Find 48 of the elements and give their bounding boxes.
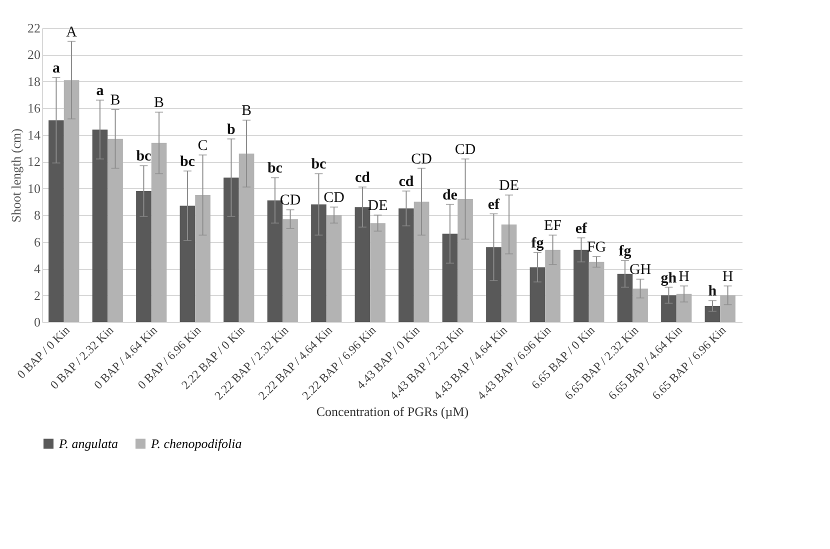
annotation: ef — [575, 220, 588, 237]
annotation: FG — [586, 240, 606, 256]
annotation: H — [678, 268, 690, 285]
annotation: bc — [180, 154, 196, 170]
annotation: GH — [629, 262, 652, 278]
y-tick-label: 10 — [28, 180, 40, 196]
annotation: CD — [411, 151, 432, 168]
y-tick-label: 8 — [34, 208, 40, 223]
annotation: fg — [618, 244, 632, 260]
y-tick-label: 20 — [28, 47, 40, 62]
annotation: cd — [398, 174, 414, 190]
annotation: CD — [280, 192, 301, 209]
annotation: DE — [499, 178, 520, 194]
y-axis-title: Shoot length (cm) — [8, 128, 24, 222]
annotation: bc — [311, 156, 327, 173]
annotation: cd — [354, 170, 371, 186]
annotation: B — [242, 103, 252, 120]
x-axis-title: Concentration of PGRs (µM) — [316, 404, 469, 420]
y-tick-label: 16 — [28, 100, 41, 116]
annotation: C — [198, 138, 208, 154]
annotation: A — [66, 24, 78, 40]
legend-label: P. angulata — [58, 436, 118, 451]
annotation: H — [722, 268, 734, 285]
annotation: bc — [136, 148, 152, 165]
y-tick-label: 0 — [34, 314, 40, 330]
annotation: CD — [454, 142, 476, 158]
y-tick-label: 12 — [28, 154, 40, 170]
annotation: EF — [544, 218, 562, 234]
y-tick-label: 6 — [34, 234, 41, 250]
y-tick-label: 22 — [28, 20, 40, 36]
annotation: gh — [660, 270, 678, 286]
annotation: B — [110, 92, 120, 109]
annotation: de — [442, 187, 458, 204]
annotation: fg — [531, 236, 544, 252]
legend-label: P. chenopodifolia — [150, 436, 242, 451]
annotation: b — [227, 122, 236, 138]
y-tick-label: 4 — [34, 261, 41, 276]
y-tick-label: 18 — [28, 74, 40, 89]
annotation: DE — [368, 198, 388, 214]
annotation: ef — [488, 196, 501, 213]
y-tick-label: 14 — [28, 127, 41, 142]
annotation: h — [708, 284, 718, 300]
annotation: a — [96, 83, 104, 100]
y-tick-label: 2 — [34, 288, 40, 303]
annotation: B — [154, 95, 164, 112]
annotation: bc — [267, 160, 283, 177]
annotation: a — [52, 60, 60, 76]
annotation: CD — [324, 190, 345, 206]
